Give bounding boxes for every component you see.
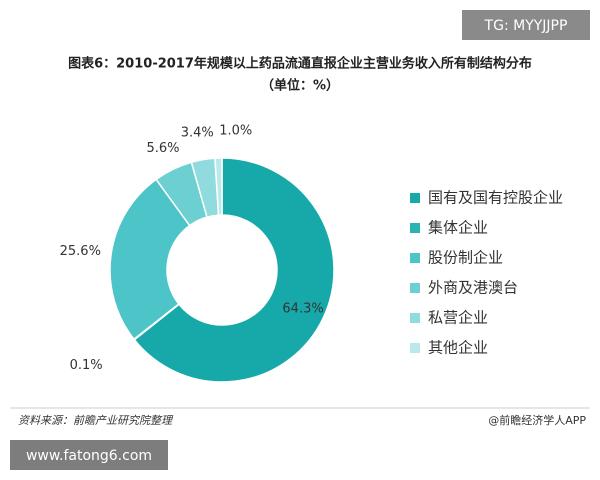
legend-swatch xyxy=(410,343,420,353)
legend-swatch xyxy=(410,283,420,293)
site: www.fatong6.com xyxy=(26,448,152,464)
legend-label: 集体企业 xyxy=(428,219,488,237)
data-label: 25.6% xyxy=(60,244,101,259)
data-label: 5.6% xyxy=(146,141,179,156)
legend-swatch xyxy=(410,313,420,323)
site-badge xyxy=(10,440,168,470)
data-label: 64.3% xyxy=(282,302,323,317)
chart-subtitle: （单位：%） xyxy=(261,78,339,94)
legend-label: 外商及港澳台 xyxy=(428,279,518,297)
data-label: 3.4% xyxy=(181,125,214,140)
legend-label: 其他企业 xyxy=(428,339,488,357)
donut-slice xyxy=(133,157,335,383)
watermark-badge xyxy=(462,10,590,40)
donut-slice xyxy=(214,157,223,216)
chart-title: 图表6：2010-2017年规模以上药品流通直报企业主营业务收入所有制结构分布 xyxy=(68,56,532,72)
watermark: TG: MYYJJPP xyxy=(484,18,568,34)
legend-swatch xyxy=(410,253,420,263)
source: 资料来源：前瞻产业研究院整理 xyxy=(18,414,174,427)
legend-swatch xyxy=(410,223,420,233)
brand: @前瞻经济学人APP xyxy=(488,413,586,427)
legend-label: 国有及国有控股企业 xyxy=(428,189,563,207)
legend-swatch xyxy=(410,193,420,203)
legend-label: 私营企业 xyxy=(428,309,488,327)
legend-label: 股份制企业 xyxy=(428,249,503,267)
data-label: 1.0% xyxy=(219,124,252,139)
donut-slice xyxy=(109,178,191,341)
data-label: 0.1% xyxy=(70,358,103,373)
